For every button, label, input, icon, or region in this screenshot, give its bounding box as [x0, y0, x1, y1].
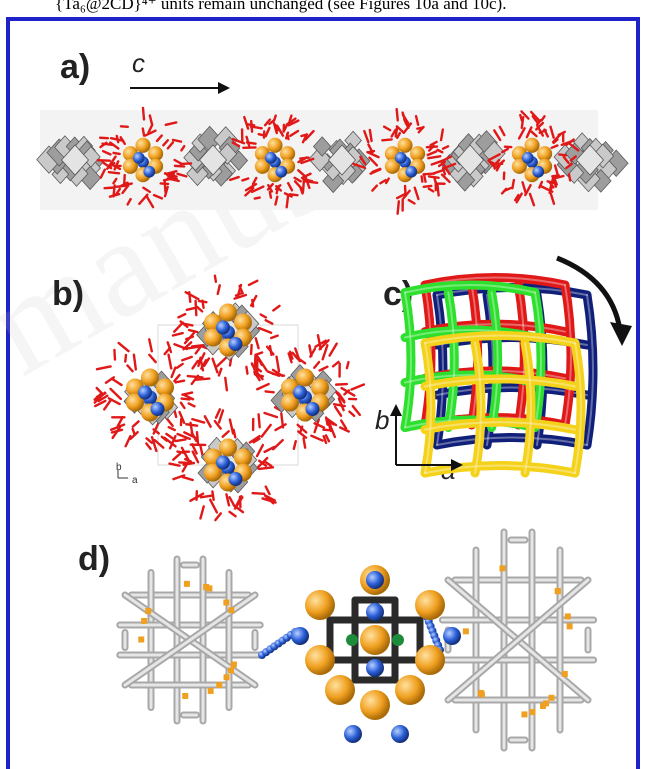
panel-b-cluster-4	[169, 409, 282, 520]
panel-d-right-cage	[442, 532, 593, 748]
panel-c-network	[405, 278, 593, 474]
panel-d-ta6-core	[291, 565, 461, 743]
panel-d-structure	[120, 532, 594, 748]
panel-a-axis-arrow	[130, 82, 230, 94]
panel-b-clusters	[95, 276, 364, 520]
panel-d-left-cage	[120, 559, 260, 721]
panel-b-axis-triad	[118, 470, 128, 478]
panel-b-cluster-1	[173, 276, 280, 391]
